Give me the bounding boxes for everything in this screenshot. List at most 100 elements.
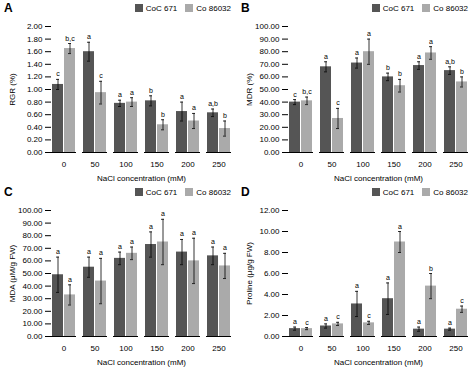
svg-text:100: 100 xyxy=(119,344,133,353)
svg-text:250: 250 xyxy=(212,344,226,353)
svg-text:150: 150 xyxy=(150,344,164,353)
svg-text:2.00: 2.00 xyxy=(27,22,43,31)
svg-text:8.00: 8.00 xyxy=(264,248,280,257)
svg-text:b,c: b,c xyxy=(65,35,75,42)
svg-text:a: a xyxy=(211,238,215,245)
svg-text:b,c: b,c xyxy=(302,88,312,95)
svg-text:200: 200 xyxy=(181,344,195,353)
svg-text:1.40: 1.40 xyxy=(27,60,43,69)
svg-text:a: a xyxy=(180,230,184,237)
svg-text:10.00: 10.00 xyxy=(259,135,280,144)
svg-text:0.20: 0.20 xyxy=(27,135,43,144)
svg-text:a: a xyxy=(398,223,402,230)
svg-text:1.80: 1.80 xyxy=(27,35,43,44)
svg-text:a: a xyxy=(118,243,122,250)
svg-text:90.00: 90.00 xyxy=(259,35,280,44)
svg-text:50: 50 xyxy=(91,344,100,353)
svg-text:6.00: 6.00 xyxy=(264,269,280,278)
svg-text:a: a xyxy=(87,33,91,40)
svg-text:40.00: 40.00 xyxy=(22,282,43,291)
svg-text:a: a xyxy=(355,49,359,56)
svg-text:0: 0 xyxy=(62,160,67,169)
svg-text:150: 150 xyxy=(150,160,164,169)
svg-text:a: a xyxy=(448,319,452,326)
svg-text:150: 150 xyxy=(387,160,401,169)
svg-text:a: a xyxy=(355,282,359,289)
svg-text:a: a xyxy=(149,223,153,230)
svg-text:20.00: 20.00 xyxy=(259,123,280,132)
svg-text:c: c xyxy=(336,313,340,320)
svg-text:a: a xyxy=(87,248,91,255)
svg-text:60.00: 60.00 xyxy=(259,72,280,81)
svg-text:NaCl concentration (mM): NaCl concentration (mM) xyxy=(97,174,186,183)
svg-text:0: 0 xyxy=(299,344,304,353)
svg-text:a: a xyxy=(324,53,328,60)
svg-text:c: c xyxy=(293,91,297,98)
svg-text:c: c xyxy=(99,72,103,79)
svg-text:a: a xyxy=(417,53,421,60)
svg-text:NaCl concentration (mM): NaCl concentration (mM) xyxy=(334,174,423,183)
svg-text:0: 0 xyxy=(62,344,67,353)
svg-text:30.00: 30.00 xyxy=(22,294,43,303)
svg-text:80.00: 80.00 xyxy=(259,47,280,56)
svg-text:b: b xyxy=(460,68,464,75)
svg-text:50.00: 50.00 xyxy=(22,269,43,278)
svg-text:c: c xyxy=(367,312,371,319)
svg-text:b: b xyxy=(161,111,165,118)
svg-text:c: c xyxy=(336,99,340,106)
svg-text:250: 250 xyxy=(449,344,463,353)
svg-text:RGR (%): RGR (%) xyxy=(8,73,17,106)
svg-text:a: a xyxy=(192,229,196,236)
svg-text:250: 250 xyxy=(212,160,226,169)
svg-text:a: a xyxy=(324,315,328,322)
svg-text:100.00: 100.00 xyxy=(255,22,280,31)
svg-text:0.00: 0.00 xyxy=(27,332,43,341)
svg-text:c: c xyxy=(56,70,60,77)
svg-text:40.00: 40.00 xyxy=(259,98,280,107)
svg-text:50: 50 xyxy=(328,160,337,169)
svg-text:200: 200 xyxy=(418,160,432,169)
svg-text:a: a xyxy=(417,318,421,325)
svg-text:250: 250 xyxy=(449,160,463,169)
svg-text:150: 150 xyxy=(387,344,401,353)
svg-text:Proline (μg/g FW): Proline (μg/g FW) xyxy=(245,242,254,305)
svg-text:a: a xyxy=(429,38,433,45)
svg-text:90.00: 90.00 xyxy=(22,219,43,228)
svg-text:b: b xyxy=(386,64,390,71)
svg-text:1.60: 1.60 xyxy=(27,47,43,56)
svg-text:c: c xyxy=(305,319,309,326)
svg-text:a: a xyxy=(68,276,72,283)
svg-text:100: 100 xyxy=(119,160,133,169)
svg-text:0.00: 0.00 xyxy=(264,332,280,341)
svg-text:a,b: a,b xyxy=(208,100,218,107)
svg-text:0.00: 0.00 xyxy=(27,148,43,157)
svg-text:70.00: 70.00 xyxy=(22,244,43,253)
svg-text:12.00: 12.00 xyxy=(259,206,280,215)
svg-text:a: a xyxy=(130,238,134,245)
svg-text:0.00: 0.00 xyxy=(264,148,280,157)
svg-text:a: a xyxy=(161,210,165,217)
svg-text:b: b xyxy=(149,87,153,94)
svg-text:2.00: 2.00 xyxy=(264,311,280,320)
svg-text:60.00: 60.00 xyxy=(22,256,43,265)
svg-text:a: a xyxy=(180,93,184,100)
svg-text:0: 0 xyxy=(299,160,304,169)
svg-text:NaCl concentration (mM): NaCl concentration (mM) xyxy=(334,358,423,367)
svg-text:a: a xyxy=(130,89,134,96)
svg-text:b: b xyxy=(223,112,227,119)
svg-text:MDR (%): MDR (%) xyxy=(245,73,254,106)
svg-text:50.00: 50.00 xyxy=(259,85,280,94)
svg-text:50: 50 xyxy=(91,160,100,169)
svg-text:a: a xyxy=(367,30,371,37)
svg-text:80.00: 80.00 xyxy=(22,231,43,240)
svg-text:c: c xyxy=(460,297,464,304)
svg-text:50: 50 xyxy=(328,344,337,353)
svg-text:100.00: 100.00 xyxy=(18,206,43,215)
svg-text:NaCl concentration (mM): NaCl concentration (mM) xyxy=(97,358,186,367)
svg-text:1.20: 1.20 xyxy=(27,72,43,81)
svg-text:a: a xyxy=(56,248,60,255)
svg-text:70.00: 70.00 xyxy=(259,60,280,69)
svg-text:200: 200 xyxy=(418,344,432,353)
svg-text:0.60: 0.60 xyxy=(27,110,43,119)
svg-text:10.00: 10.00 xyxy=(259,227,280,236)
